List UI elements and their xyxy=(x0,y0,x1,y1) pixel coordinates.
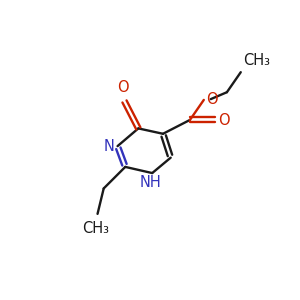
Text: CH₃: CH₃ xyxy=(82,221,109,236)
Text: O: O xyxy=(206,92,218,106)
Text: NH: NH xyxy=(140,175,161,190)
Text: O: O xyxy=(218,113,229,128)
Text: CH₃: CH₃ xyxy=(243,52,270,68)
Text: N: N xyxy=(103,139,115,154)
Text: O: O xyxy=(117,80,129,94)
